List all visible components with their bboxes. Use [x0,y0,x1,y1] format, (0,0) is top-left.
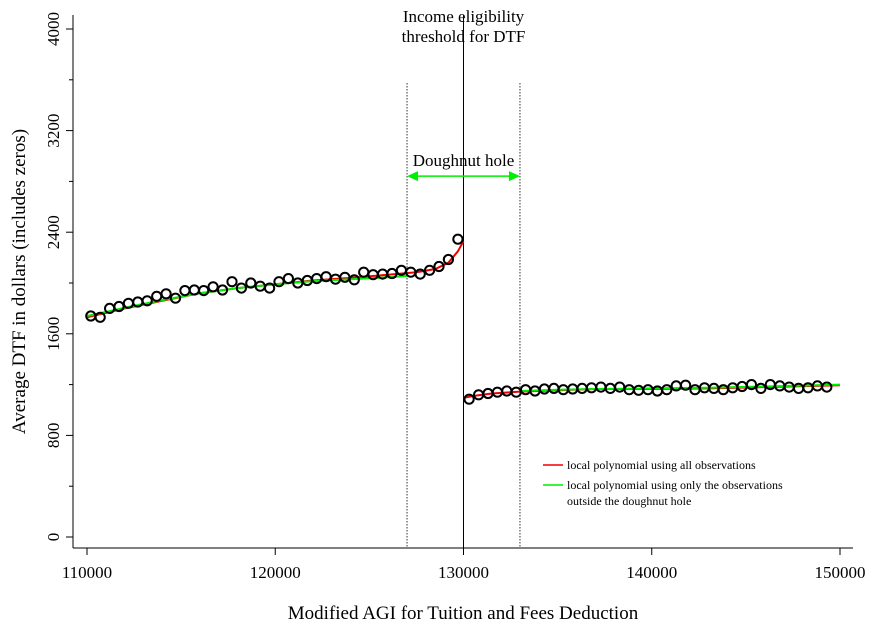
legend-label-outside-hole-line2: outside the doughnut hole [567,494,691,508]
data-point-8 [160,288,172,300]
x-tick-label-110000: 110000 [62,563,112,582]
data-point-38 [442,253,454,266]
y-tick-label-1600: 1600 [44,317,63,351]
threshold-label-line1: Income eligibility [403,7,525,26]
data-point-48 [538,383,551,395]
hole-arrow-head-right [508,171,520,182]
data-point-37 [433,260,445,273]
data-point-17 [245,277,257,289]
y-tick-label-4000: 4000 [44,12,63,46]
data-point-6 [141,295,153,307]
data-point-63 [680,379,692,391]
data-point-21 [282,273,294,285]
axes: 110000 120000 130000 140000 150000 0 800 1600 24… [44,12,866,582]
legend: local polynomial using all observations … [543,458,783,508]
data-point-54 [595,381,607,393]
data-point-29 [358,266,370,278]
data-point-20 [273,276,285,288]
data-point-56 [614,381,626,393]
x-tick-label-120000: 120000 [250,563,301,582]
data-point-19 [264,282,276,294]
data-point-1 [94,311,106,323]
y-tick-label-0: 0 [44,533,63,542]
annotations: Income eligibility threshold for DTF Dou… [402,7,526,170]
threshold-label-line2: threshold for DTF [402,27,526,46]
scatter-points [85,233,833,405]
x-axis-title: Modified AGI for Tuition and Fees Deduct… [288,603,639,624]
data-point-36 [424,264,436,276]
data-point-12 [198,285,210,297]
data-point-71 [755,382,767,394]
data-point-40 [463,393,475,405]
data-point-3 [113,300,125,313]
legend-label-outside-hole-line1: local polynomial using only the observat… [567,478,783,492]
data-point-49 [548,382,560,394]
data-point-78 [821,381,833,393]
hole-arrow-head-left [407,171,419,182]
guide-lines [406,15,521,548]
data-point-32 [386,267,398,280]
data-point-35 [414,268,426,280]
data-point-16 [235,282,247,294]
data-point-53 [585,382,598,394]
doughnut-hole-label: Doughnut hole [413,151,515,170]
x-tick-label-150000: 150000 [815,563,866,582]
y-tick-label-3200: 3200 [44,114,63,148]
data-point-64 [689,384,701,396]
x-tick-label-130000: 130000 [438,563,489,582]
data-point-28 [348,274,360,286]
data-point-15 [226,276,238,288]
data-point-61 [661,384,673,396]
data-point-39 [452,233,464,245]
x-tick-label-140000: 140000 [626,563,677,582]
data-point-7 [151,290,163,302]
y-tick-label-2400: 2400 [44,215,63,249]
y-axis-title: Average DTF in dollars (includes zeros) [9,129,30,434]
data-point-44 [501,385,513,397]
data-point-14 [216,284,229,296]
data-point-9 [169,292,182,304]
data-point-70 [745,379,758,391]
y-tick-label-800: 800 [44,423,63,449]
legend-label-all-observations: local polynomial using all observations [567,458,756,472]
data-point-13 [207,281,219,293]
data-point-10 [179,285,191,297]
data-point-58 [633,384,645,396]
